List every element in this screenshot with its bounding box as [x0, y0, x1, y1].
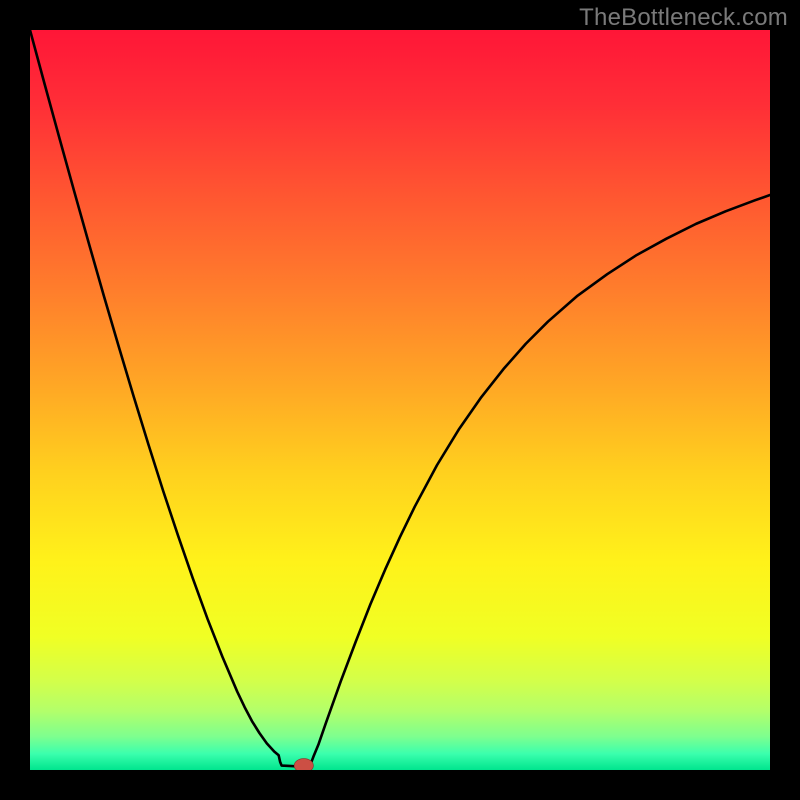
- optimal-point-marker: [294, 759, 313, 770]
- plot-area: [30, 30, 770, 770]
- canvas: TheBottleneck.com: [0, 0, 800, 800]
- chart-svg: [30, 30, 770, 770]
- watermark-text: TheBottleneck.com: [579, 4, 788, 32]
- chart-background: [30, 30, 770, 770]
